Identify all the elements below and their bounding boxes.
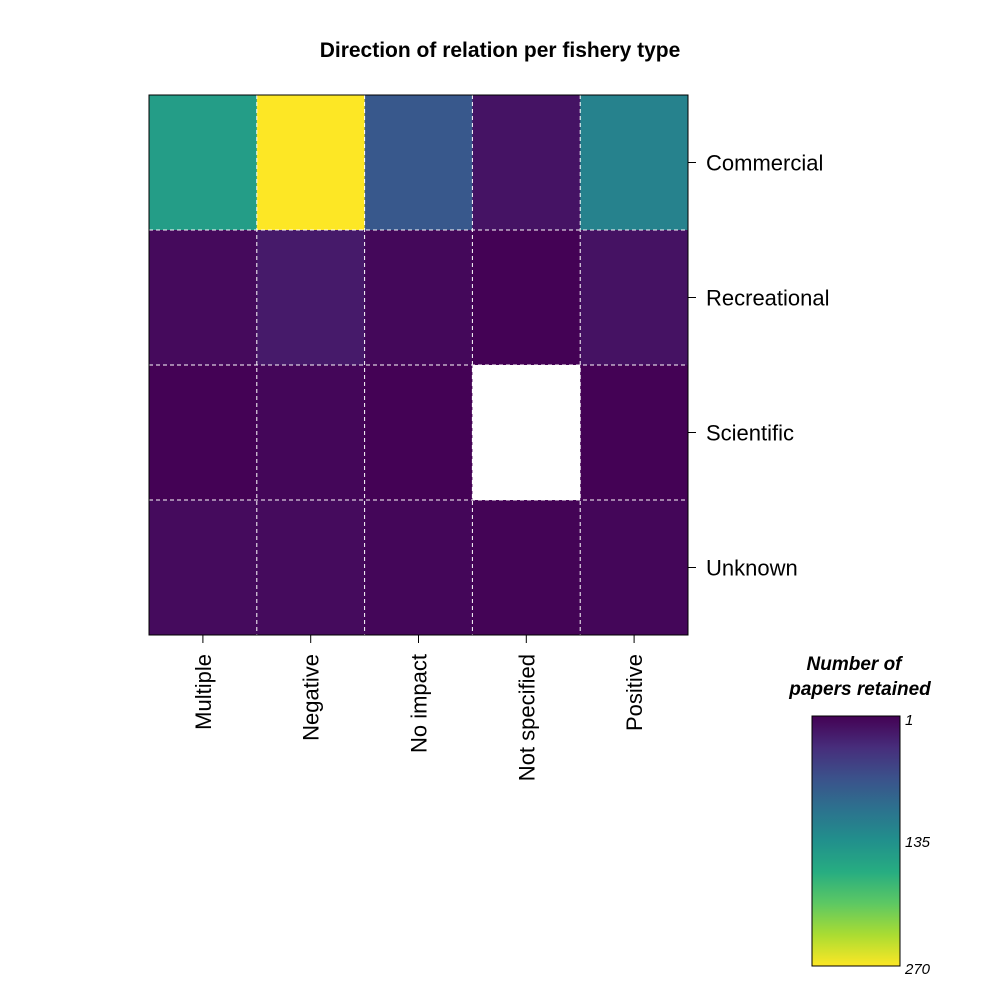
x-tick-label-not-specified: Not specified xyxy=(514,654,539,781)
cell-scientific-negative xyxy=(256,365,366,501)
cell-unknown-positive xyxy=(580,500,689,636)
cell-scientific-no-impact xyxy=(364,365,473,501)
cell-unknown-no-impact xyxy=(364,500,473,636)
cell-commercial-no-impact xyxy=(364,95,473,231)
heatmap-cells xyxy=(149,95,689,636)
x-tick-label-no-impact: No impact xyxy=(407,654,432,753)
cell-commercial-negative xyxy=(256,95,366,231)
cell-scientific-multiple xyxy=(149,365,258,501)
legend-colorbar xyxy=(811,715,901,967)
cell-recreational-negative xyxy=(256,230,366,366)
cell-unknown-negative xyxy=(256,500,366,636)
cell-unknown-multiple xyxy=(149,500,258,636)
cell-recreational-no-impact xyxy=(364,230,473,366)
x-tick-label-positive: Positive xyxy=(622,654,647,731)
grid-lines xyxy=(149,95,688,635)
cell-commercial-not-specified xyxy=(472,95,581,231)
cell-scientific-positive xyxy=(580,365,689,501)
y-tick-label-scientific: Scientific xyxy=(706,421,794,446)
cell-recreational-not-specified xyxy=(472,230,581,366)
x-tick-label-multiple: Multiple xyxy=(191,654,216,730)
legend-tick-label: 135 xyxy=(905,834,931,851)
cell-recreational-multiple xyxy=(149,230,258,366)
cell-scientific-not-specified xyxy=(472,365,581,501)
y-tick-label-commercial: Commercial xyxy=(706,151,823,176)
y-axis: Commercial Recreational Scientific Unknown xyxy=(688,151,830,581)
legend-tick-label: 1 xyxy=(905,712,913,729)
cell-recreational-positive xyxy=(580,230,689,366)
x-tick-label-negative: Negative xyxy=(299,654,324,741)
y-tick-label-unknown: Unknown xyxy=(706,556,798,581)
legend-tick-label: 270 xyxy=(904,961,931,978)
legend-ticks: 1 135 270 xyxy=(904,712,931,978)
cell-commercial-multiple xyxy=(149,95,258,231)
legend-title-line2: papers retained xyxy=(788,679,931,700)
x-axis: Multiple Negative No impact Not specified Po… xyxy=(191,635,647,781)
color-legend: Number of papers retained 1 135 270 xyxy=(788,654,931,978)
chart-title: Direction of relation per fishery type xyxy=(320,39,681,62)
y-tick-label-recreational: Recreational xyxy=(706,286,830,311)
cell-commercial-positive xyxy=(580,95,689,231)
legend-title-line1: Number of xyxy=(807,654,904,675)
cell-unknown-not-specified xyxy=(472,500,581,636)
